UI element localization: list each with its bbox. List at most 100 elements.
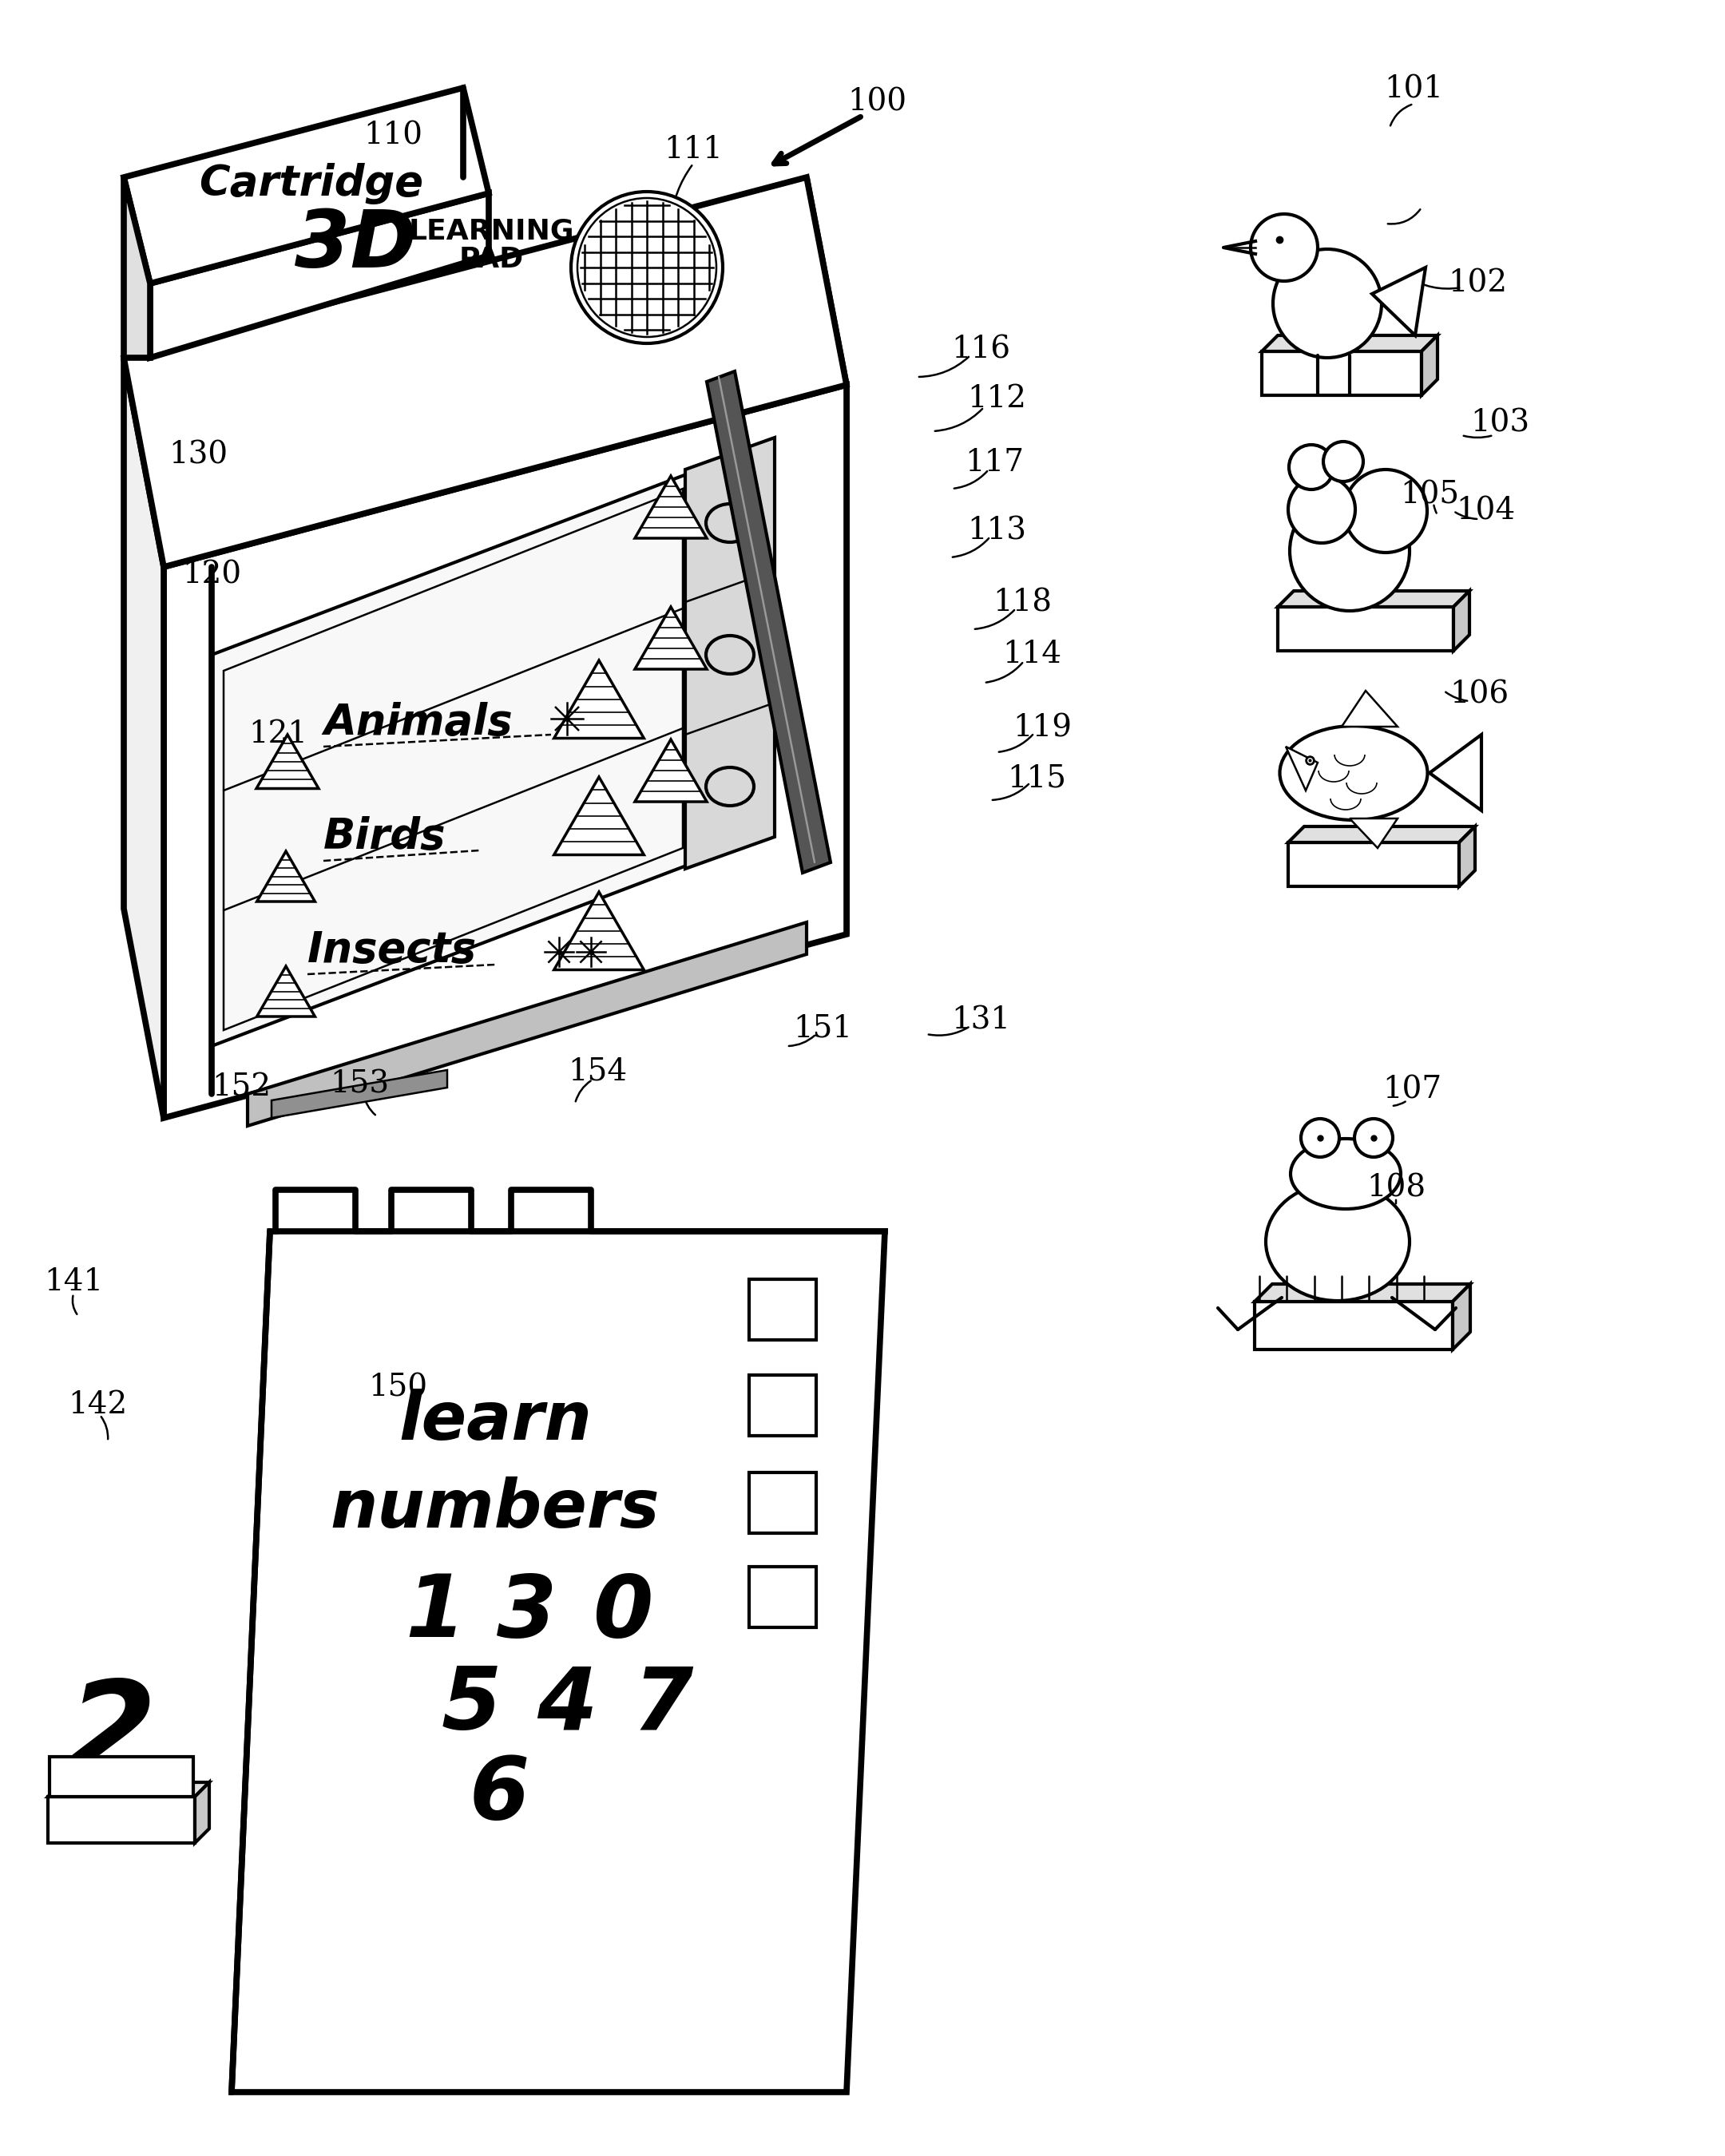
Text: 130: 130 (169, 440, 228, 470)
Polygon shape (195, 1783, 209, 1843)
Text: 108: 108 (1366, 1173, 1425, 1203)
Polygon shape (707, 371, 830, 873)
Text: 106: 106 (1449, 679, 1509, 709)
Polygon shape (1454, 591, 1470, 651)
Polygon shape (1254, 1285, 1470, 1302)
Text: 131: 131 (950, 1005, 1011, 1035)
Text: 107: 107 (1382, 1076, 1442, 1104)
Polygon shape (554, 660, 643, 737)
Text: 121: 121 (248, 720, 307, 750)
Text: 101: 101 (1383, 75, 1444, 103)
Polygon shape (1278, 591, 1470, 606)
Text: 112: 112 (968, 384, 1026, 414)
Circle shape (1290, 492, 1409, 610)
Text: 7: 7 (633, 1662, 693, 1746)
Polygon shape (1459, 826, 1475, 886)
Polygon shape (1261, 351, 1421, 395)
Polygon shape (150, 194, 488, 358)
Polygon shape (807, 177, 847, 934)
Text: 142: 142 (67, 1391, 128, 1421)
Text: 118: 118 (992, 589, 1052, 617)
Text: 103: 103 (1470, 407, 1530, 438)
Polygon shape (1421, 336, 1437, 395)
Text: 111: 111 (664, 136, 723, 164)
Polygon shape (1430, 735, 1482, 811)
Polygon shape (257, 735, 319, 789)
Text: 105: 105 (1401, 481, 1459, 509)
Polygon shape (635, 476, 707, 539)
Bar (749, 1473, 816, 1533)
Ellipse shape (1266, 1184, 1409, 1300)
Text: 3: 3 (497, 1572, 557, 1656)
Text: PAD: PAD (459, 246, 524, 274)
Polygon shape (1289, 843, 1459, 886)
Polygon shape (124, 177, 847, 567)
Polygon shape (48, 1796, 195, 1843)
Text: 153: 153 (329, 1069, 388, 1100)
Polygon shape (1278, 606, 1454, 651)
Circle shape (1344, 470, 1427, 552)
Circle shape (1251, 213, 1318, 280)
Text: Cartridge: Cartridge (200, 164, 424, 205)
Text: 152: 152 (212, 1074, 271, 1102)
Text: learn: learn (398, 1388, 592, 1453)
Text: 150: 150 (367, 1373, 428, 1404)
Polygon shape (1289, 826, 1475, 843)
Polygon shape (124, 358, 164, 1119)
Polygon shape (271, 1069, 447, 1119)
Text: 1: 1 (405, 1572, 466, 1656)
Polygon shape (1342, 690, 1397, 727)
Polygon shape (1285, 746, 1318, 791)
Polygon shape (50, 1757, 193, 1796)
Circle shape (1354, 1119, 1392, 1158)
Bar (749, 1567, 816, 1628)
Polygon shape (1261, 336, 1437, 351)
Polygon shape (164, 386, 847, 1119)
Text: 2: 2 (67, 1675, 157, 1798)
Text: 110: 110 (364, 121, 423, 151)
Text: 117: 117 (964, 448, 1025, 479)
Polygon shape (124, 177, 150, 358)
Text: Animals: Animals (324, 703, 512, 744)
Text: 102: 102 (1447, 270, 1508, 298)
Text: 141: 141 (43, 1268, 104, 1296)
Polygon shape (48, 1783, 209, 1796)
Text: 100: 100 (847, 88, 906, 116)
Polygon shape (635, 740, 707, 802)
Polygon shape (257, 966, 316, 1015)
Text: 6: 6 (469, 1753, 530, 1837)
Circle shape (1273, 250, 1382, 358)
Polygon shape (685, 438, 775, 869)
Text: 114: 114 (1002, 640, 1061, 671)
Text: 151: 151 (794, 1013, 852, 1044)
Polygon shape (1371, 267, 1425, 336)
Text: 120: 120 (183, 561, 242, 591)
Text: 104: 104 (1456, 496, 1515, 526)
Text: 116: 116 (950, 334, 1011, 364)
Text: numbers: numbers (331, 1477, 661, 1542)
Circle shape (1289, 444, 1333, 489)
Polygon shape (554, 893, 643, 970)
Circle shape (1301, 1119, 1339, 1158)
Polygon shape (1452, 1285, 1470, 1350)
Text: 154: 154 (568, 1056, 626, 1087)
Polygon shape (635, 606, 707, 668)
Circle shape (1289, 476, 1356, 543)
Circle shape (571, 192, 723, 343)
Bar (749, 1279, 816, 1339)
Circle shape (1323, 442, 1363, 481)
Polygon shape (124, 88, 488, 282)
Text: Birds: Birds (324, 817, 447, 858)
Text: LEARNING: LEARNING (409, 218, 574, 246)
Polygon shape (257, 852, 316, 901)
Text: 5: 5 (442, 1662, 502, 1746)
Text: 113: 113 (968, 515, 1026, 545)
Polygon shape (1349, 819, 1397, 847)
Polygon shape (231, 1231, 885, 2091)
Bar (749, 1376, 816, 1436)
Text: Insects: Insects (307, 929, 476, 970)
Text: 115: 115 (1007, 763, 1066, 793)
Text: 3D: 3D (295, 207, 416, 285)
Polygon shape (212, 472, 695, 1046)
Polygon shape (248, 923, 807, 1125)
